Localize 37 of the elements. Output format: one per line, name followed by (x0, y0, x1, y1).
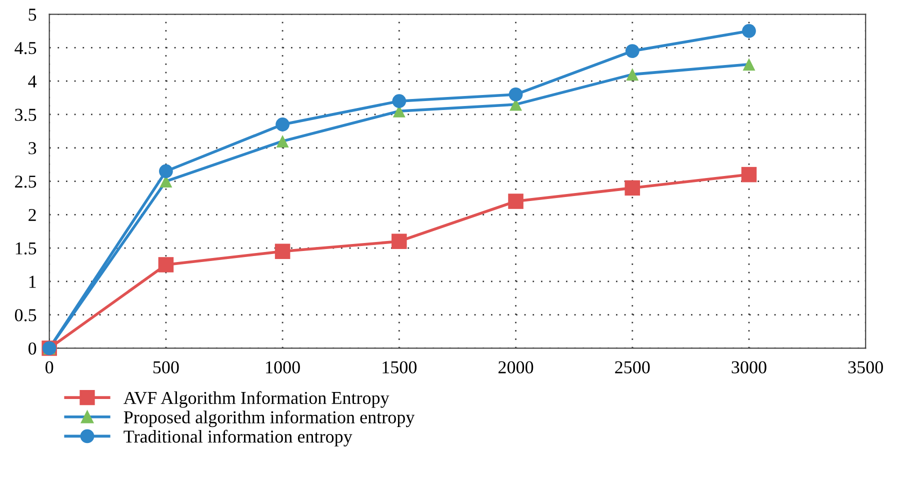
point (624, 180, 640, 196)
x-tick-label: 2000 (498, 361, 534, 374)
point (274, 244, 290, 260)
point (742, 24, 756, 38)
y-tick-label: 4.5 (14, 42, 36, 54)
point (741, 166, 757, 182)
y-tick-label: 5 (28, 8, 36, 21)
point (508, 88, 523, 102)
point (276, 134, 289, 148)
x-tick-label: 1000 (266, 361, 300, 374)
y-tick-label: 0 (28, 342, 36, 355)
x-tick-label: 2500 (615, 361, 650, 374)
x-tick-label: 500 (153, 361, 179, 374)
y-tick-label: 2.5 (15, 176, 36, 188)
point (626, 68, 639, 81)
point (508, 194, 524, 209)
legend-label: Traditional information entropy (124, 430, 352, 446)
y-tick-label: 1.5 (16, 242, 36, 255)
y-tick-label: 1 (29, 276, 36, 288)
y-tick-label: 0.5 (14, 309, 36, 322)
point (158, 257, 174, 272)
point (276, 118, 290, 132)
y-tick-label: 2 (28, 208, 36, 221)
x-tick-label: 3000 (732, 361, 766, 374)
x-tick-label: 1500 (382, 361, 417, 374)
point (742, 58, 756, 71)
y-tick-label: 4 (28, 75, 37, 88)
point (625, 44, 640, 58)
legend-label: AVF Algorithm Information Entropy (124, 391, 390, 408)
point (159, 164, 173, 178)
x-tick-label: 3500 (848, 361, 883, 374)
legend-label: Proposed algorithm information entropy (124, 410, 415, 428)
y-tick-label: 3.5 (15, 108, 36, 121)
point (392, 94, 406, 108)
x-tick-label: 0 (46, 361, 54, 374)
point (392, 234, 407, 249)
y-tick-label: 3 (28, 142, 36, 154)
